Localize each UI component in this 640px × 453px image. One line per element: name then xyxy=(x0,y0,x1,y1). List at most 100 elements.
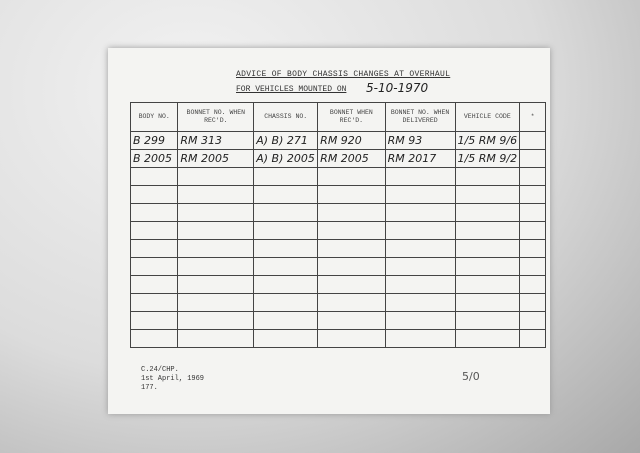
table-cell xyxy=(253,311,319,330)
table-cell xyxy=(519,329,546,348)
table-cell xyxy=(253,293,319,312)
table-cell xyxy=(384,185,456,204)
table-cell xyxy=(454,293,521,312)
table-cell: B 2005 xyxy=(129,149,179,168)
table-cell xyxy=(454,275,521,294)
table-cell xyxy=(519,293,546,312)
table-cell xyxy=(317,293,386,312)
table-cell xyxy=(454,167,521,186)
column-header: CHASSIS NO. xyxy=(253,102,319,132)
table-cell xyxy=(454,239,521,258)
table-cell xyxy=(519,239,546,258)
empty-row xyxy=(129,275,546,294)
table-cell xyxy=(253,329,319,348)
table-cell xyxy=(384,275,456,294)
table-cell xyxy=(519,167,546,186)
table-cell xyxy=(129,167,179,186)
table-cell xyxy=(253,275,319,294)
empty-row xyxy=(129,167,546,186)
table-cell xyxy=(384,221,456,240)
column-header: BONNET NO. WHEN REC'D. xyxy=(177,102,255,132)
column-header: VEHICLE CODE xyxy=(454,102,521,132)
table-cell xyxy=(129,275,179,294)
table-cell xyxy=(253,239,319,258)
table-cell xyxy=(253,185,319,204)
empty-row xyxy=(129,185,546,204)
table-cell xyxy=(519,185,546,204)
table-cell xyxy=(519,311,546,330)
table-cell xyxy=(177,203,255,222)
table-cell xyxy=(129,311,179,330)
column-header: BODY NO. xyxy=(129,102,179,132)
table-cell xyxy=(384,293,456,312)
table-cell xyxy=(177,329,255,348)
table-cell xyxy=(129,329,179,348)
table-cell xyxy=(519,257,546,276)
table-cell: A) B) 2005 xyxy=(253,149,319,168)
table-cell xyxy=(129,221,179,240)
table-cell xyxy=(317,311,386,330)
table-row: B 2005 RM 2005 A) B) 2005 RM 2005 RM 2017 1/5… xyxy=(129,149,546,168)
table-cell: 1/5 RM 9/2 xyxy=(454,149,521,168)
table-row: B 299 RM 313 A) B) 271 RM 920 RM 93 1/5 RM 9/… xyxy=(129,131,546,150)
mounted-date: 5-10-1970 xyxy=(366,81,429,95)
table-cell xyxy=(519,203,546,222)
table-cell xyxy=(177,185,255,204)
empty-row xyxy=(129,311,546,330)
title: ADVICE OF BODY CHASSIS CHANGES AT OVERHA… xyxy=(236,70,451,79)
table-cell xyxy=(129,257,179,276)
table-cell: RM 2017 xyxy=(384,149,456,168)
chassis-table: BODY NO. BONNET NO. WHEN REC'D. CHASSIS NO… xyxy=(129,102,546,348)
table-cell xyxy=(454,203,521,222)
table-cell xyxy=(253,203,319,222)
table-cell xyxy=(253,257,319,276)
table-cell: A) B) 271 xyxy=(253,131,319,150)
table-cell xyxy=(129,293,179,312)
table-cell xyxy=(253,167,319,186)
column-header: BONNET NO. WHEN DELIVERED xyxy=(384,102,456,132)
table-cell xyxy=(317,185,386,204)
subtitle: FOR VEHICLES MOUNTED ON xyxy=(236,85,347,94)
footer-reference: C.24/CHP. 1st April, 1969 177. xyxy=(141,366,204,393)
table-cell xyxy=(454,257,521,276)
table-cell xyxy=(177,221,255,240)
table-cell xyxy=(129,185,179,204)
table-cell xyxy=(253,221,319,240)
page-mark: 5/0 xyxy=(462,370,480,383)
table-cell xyxy=(519,221,546,240)
table-cell xyxy=(317,203,386,222)
table-cell xyxy=(317,221,386,240)
table-cell xyxy=(384,239,456,258)
table-cell xyxy=(454,311,521,330)
empty-row xyxy=(129,293,546,312)
table-cell: 1/5 RM 9/6 xyxy=(454,131,521,150)
table-cell xyxy=(384,311,456,330)
table-cell: RM 920 xyxy=(317,131,386,150)
column-header: * xyxy=(519,102,546,132)
table-cell xyxy=(454,185,521,204)
table-cell xyxy=(384,167,456,186)
table-cell xyxy=(317,329,386,348)
footer-line: 1st April, 1969 xyxy=(141,375,205,383)
table-cell xyxy=(177,257,255,276)
table-cell xyxy=(384,329,456,348)
empty-row xyxy=(129,239,546,258)
table-cell: RM 313 xyxy=(177,131,255,150)
footer-line: 177. xyxy=(141,384,158,392)
table-cell xyxy=(177,239,255,258)
table-cell xyxy=(177,293,255,312)
table-cell xyxy=(454,329,521,348)
column-header: BONNET WHEN REC'D. xyxy=(317,102,386,132)
empty-row xyxy=(129,221,546,240)
table-cell: RM 93 xyxy=(384,131,456,150)
table-cell xyxy=(177,275,255,294)
table-cell xyxy=(317,239,386,258)
table-cell xyxy=(384,203,456,222)
table-cell xyxy=(177,167,255,186)
table-cell xyxy=(519,131,546,150)
empty-row xyxy=(129,203,546,222)
table-cell xyxy=(519,275,546,294)
table-cell: RM 2005 xyxy=(317,149,386,168)
table-cell xyxy=(454,221,521,240)
table-cell: RM 2005 xyxy=(177,149,255,168)
